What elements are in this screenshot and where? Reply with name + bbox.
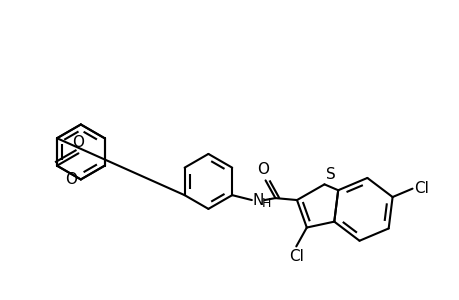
Text: O: O [72,135,84,150]
Text: S: S [326,167,336,182]
Text: Cl: Cl [288,249,303,264]
Text: O: O [65,172,77,187]
Text: N: N [252,193,263,208]
Text: Cl: Cl [414,181,428,196]
Text: O: O [257,163,269,178]
Text: H: H [261,197,270,211]
